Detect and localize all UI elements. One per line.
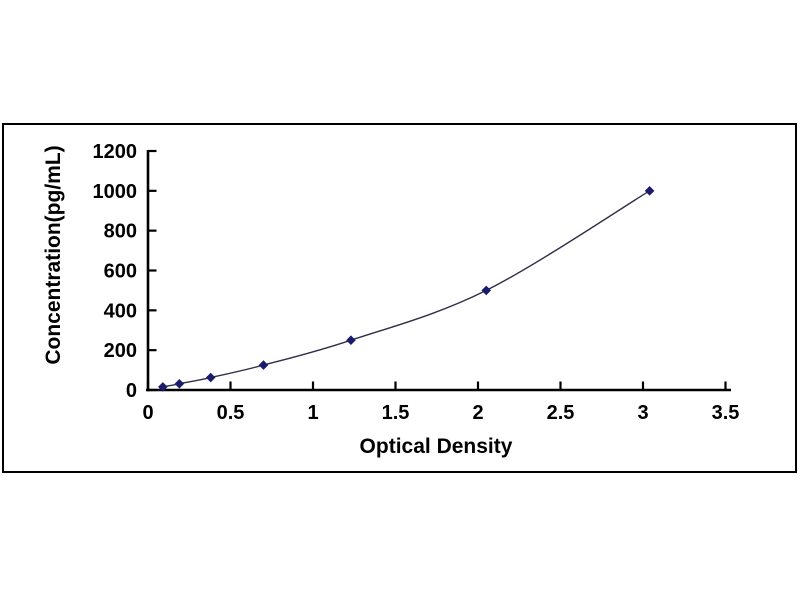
x-axis-title: Optical Density bbox=[359, 435, 513, 458]
y-tick-label: 400 bbox=[104, 300, 137, 322]
chart-frame bbox=[2, 123, 797, 473]
x-tick-label: 3.5 bbox=[712, 402, 740, 424]
y-axis-title: Concentration(pg/mL) bbox=[42, 145, 65, 365]
y-tick-label: 1000 bbox=[93, 181, 138, 203]
y-tick-label: 1200 bbox=[93, 141, 138, 163]
x-tick-label: 0 bbox=[142, 402, 153, 424]
x-tick-label: 0.5 bbox=[217, 402, 245, 424]
data-point-marker bbox=[481, 285, 492, 296]
data-point-marker bbox=[205, 372, 216, 383]
data-point-marker bbox=[174, 378, 185, 389]
y-tick-label: 200 bbox=[104, 340, 137, 362]
data-point-marker bbox=[258, 360, 269, 370]
data-point-marker bbox=[346, 335, 356, 346]
x-tick-label: 2.5 bbox=[547, 402, 575, 424]
x-tick-label: 2 bbox=[472, 402, 483, 424]
y-tick-label: 0 bbox=[126, 380, 137, 402]
standard-curve-line bbox=[162, 190, 650, 388]
x-tick-label: 1 bbox=[307, 402, 318, 424]
data-point-marker bbox=[644, 186, 655, 196]
x-tick-label: 3 bbox=[637, 402, 648, 424]
y-tick-label: 800 bbox=[104, 221, 137, 243]
data-point-marker bbox=[158, 382, 168, 392]
y-tick-label: 600 bbox=[104, 261, 137, 283]
x-tick-label: 1.5 bbox=[382, 402, 410, 424]
